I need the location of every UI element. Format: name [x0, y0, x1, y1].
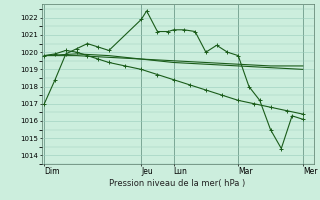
- X-axis label: Pression niveau de la mer( hPa ): Pression niveau de la mer( hPa ): [109, 179, 246, 188]
